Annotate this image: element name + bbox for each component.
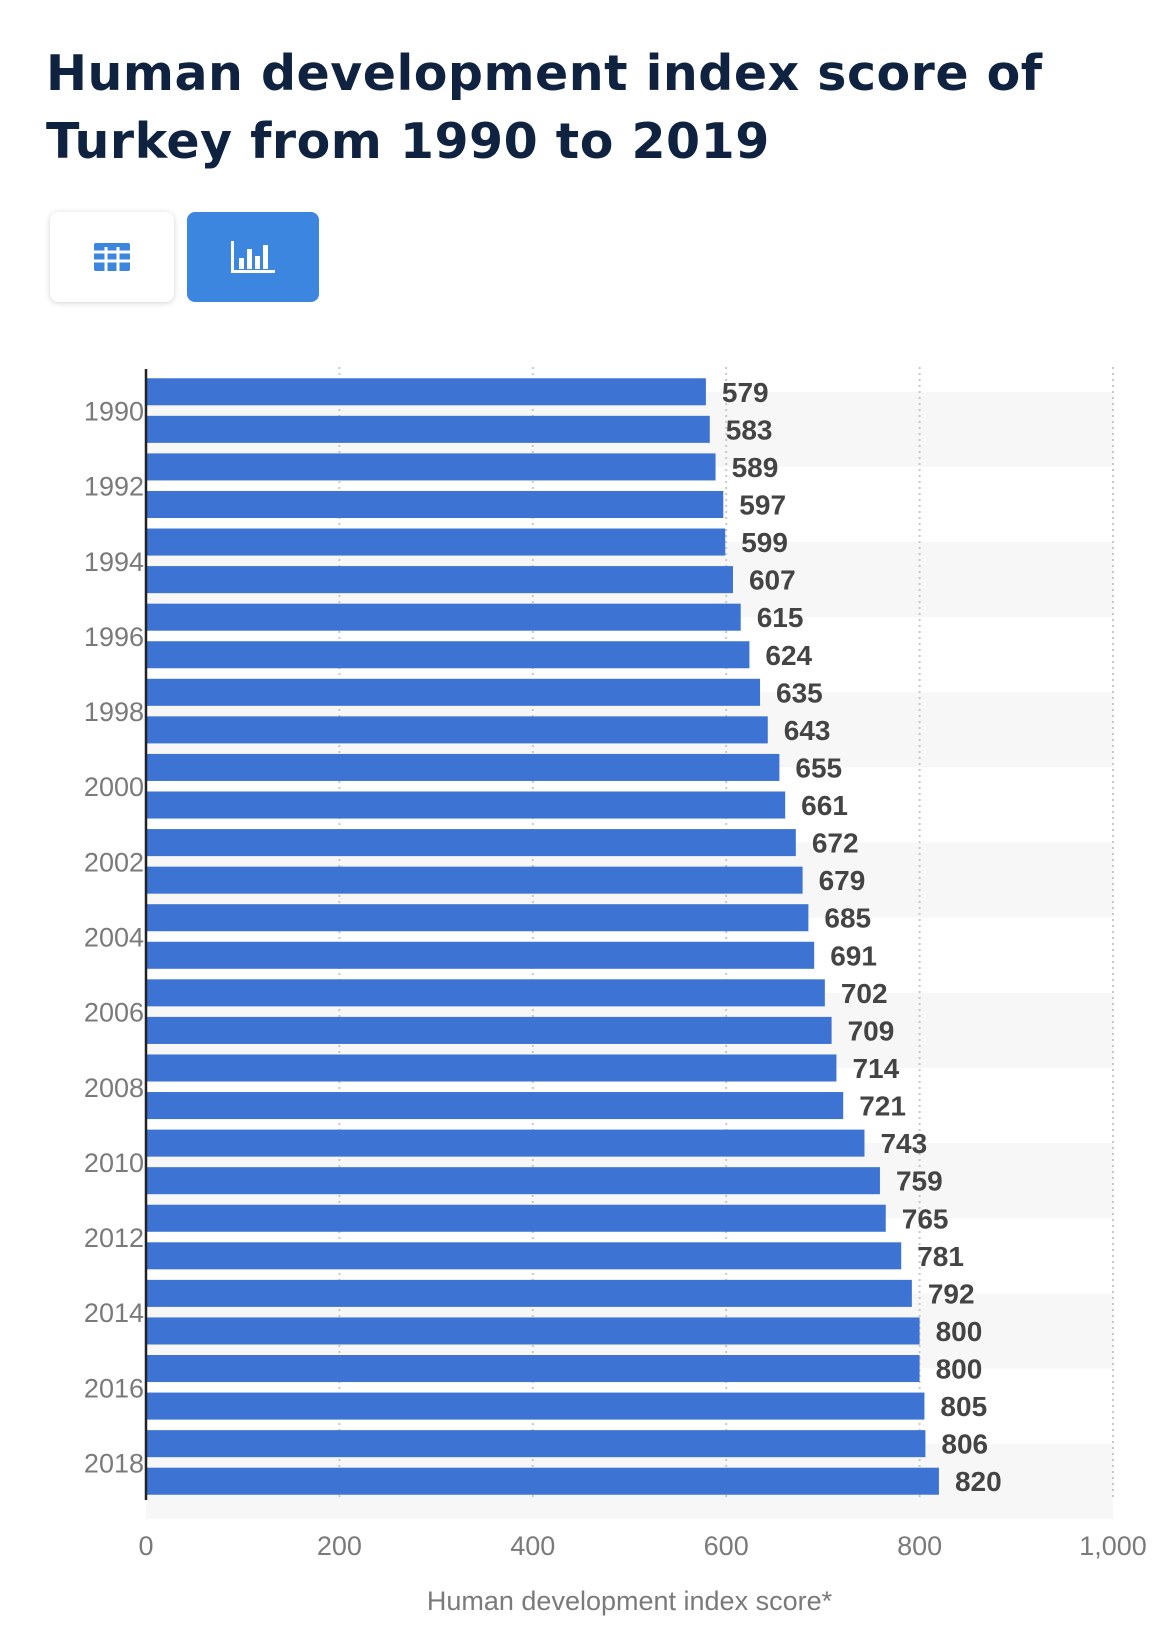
- data-label: 672: [812, 828, 859, 859]
- bar[interactable]: [146, 791, 786, 819]
- y-tick-label: 2016: [84, 1373, 144, 1403]
- data-label: 805: [940, 1391, 987, 1422]
- data-label: 820: [955, 1466, 1002, 1497]
- bar[interactable]: [146, 1092, 844, 1120]
- bar[interactable]: [146, 829, 796, 857]
- data-label: 765: [902, 1203, 949, 1234]
- data-label: 607: [749, 565, 796, 596]
- bar[interactable]: [146, 641, 750, 669]
- data-label: 743: [880, 1128, 927, 1159]
- data-label: 759: [896, 1166, 943, 1197]
- bar[interactable]: [146, 490, 724, 519]
- data-label: 685: [824, 903, 871, 934]
- data-label: 800: [936, 1354, 983, 1385]
- bar[interactable]: [146, 453, 716, 481]
- data-label: 702: [841, 978, 888, 1009]
- y-tick-label: 2014: [84, 1298, 144, 1328]
- y-tick-label: 2002: [84, 847, 144, 877]
- bar-chart-icon: [231, 241, 275, 273]
- data-label: 781: [917, 1241, 964, 1272]
- bar[interactable]: [146, 1392, 925, 1420]
- y-tick-label: 2010: [84, 1148, 144, 1178]
- y-tick-label: 1996: [84, 622, 144, 652]
- data-label: 583: [726, 414, 773, 445]
- bar[interactable]: [146, 1317, 920, 1345]
- y-tick-label: 1998: [84, 697, 144, 727]
- data-label: 661: [801, 790, 848, 821]
- x-tick-label: 800: [897, 1531, 942, 1561]
- bars: [146, 378, 939, 1495]
- data-label: 635: [776, 677, 823, 708]
- bar[interactable]: [146, 566, 733, 594]
- bar[interactable]: [146, 979, 825, 1007]
- bar[interactable]: [146, 678, 761, 706]
- x-tick-label: 0: [138, 1531, 153, 1561]
- bar[interactable]: [146, 866, 803, 894]
- bar[interactable]: [146, 941, 815, 969]
- data-label: 655: [795, 752, 842, 783]
- bar[interactable]: [146, 1016, 832, 1044]
- data-label: 792: [928, 1278, 975, 1309]
- data-label: 721: [859, 1091, 906, 1122]
- y-tick-label: 2008: [84, 1073, 144, 1103]
- y-tick-label: 1994: [84, 547, 144, 577]
- y-tick-label: 2000: [84, 772, 144, 802]
- bar[interactable]: [146, 716, 768, 744]
- bar[interactable]: [146, 603, 741, 631]
- x-axis-title: Human development index score*: [427, 1586, 833, 1616]
- x-tick-label: 400: [510, 1531, 555, 1561]
- data-label: 709: [848, 1015, 895, 1046]
- table-grid-icon: [94, 243, 130, 271]
- bar[interactable]: [146, 1167, 880, 1195]
- y-axis-labels: 1990 1992 1994 1996 1998 2000 2002 2004 2006 2008…: [84, 397, 144, 1479]
- y-tick-label: 2018: [84, 1448, 144, 1478]
- data-label: 615: [757, 602, 804, 633]
- data-label: 806: [941, 1429, 988, 1460]
- x-axis-labels: 0 200 400 600 800 1,000: [138, 1531, 1146, 1561]
- data-label: 589: [732, 452, 779, 483]
- data-label: 679: [819, 865, 866, 896]
- y-tick-label: 2004: [84, 923, 144, 953]
- data-label: 800: [936, 1316, 983, 1347]
- bar[interactable]: [146, 1467, 939, 1495]
- bar[interactable]: [146, 1204, 886, 1232]
- bar-chart: 579 583 589 597 599 607 615 624 635 643 655 661 672 6…: [84, 367, 1147, 1616]
- data-label: 691: [830, 940, 877, 971]
- table-view-button[interactable]: [50, 212, 174, 302]
- data-label: 579: [722, 377, 769, 408]
- x-tick-label: 200: [317, 1531, 362, 1561]
- bar[interactable]: [146, 1430, 926, 1458]
- y-tick-label: 2012: [84, 1223, 144, 1253]
- x-tick-label: 600: [704, 1531, 749, 1561]
- page-title: Human development index score of Turkey …: [46, 45, 1043, 170]
- bar[interactable]: [146, 904, 809, 932]
- bar[interactable]: [146, 753, 780, 781]
- data-label: 643: [784, 715, 831, 746]
- bar[interactable]: [146, 1354, 920, 1383]
- data-label: 714: [852, 1053, 899, 1084]
- data-label: 624: [765, 640, 812, 671]
- bar[interactable]: [146, 378, 706, 406]
- data-label: 599: [741, 527, 788, 558]
- bar[interactable]: [146, 415, 710, 443]
- bar[interactable]: [146, 1279, 912, 1307]
- y-tick-label: 1990: [84, 397, 144, 427]
- y-tick-label: 2006: [84, 998, 144, 1028]
- data-labels: 579 583 589 597 599 607 615 624 635 643 655 661 672 6…: [722, 377, 1002, 1497]
- bar[interactable]: [146, 528, 726, 556]
- x-tick-label: 1,000: [1079, 1531, 1147, 1561]
- chart-view-button[interactable]: [187, 212, 319, 302]
- y-tick-label: 1992: [84, 472, 144, 502]
- bar[interactable]: [146, 1242, 902, 1270]
- data-label: 597: [739, 489, 786, 520]
- bar[interactable]: [146, 1054, 837, 1082]
- bar[interactable]: [146, 1129, 865, 1157]
